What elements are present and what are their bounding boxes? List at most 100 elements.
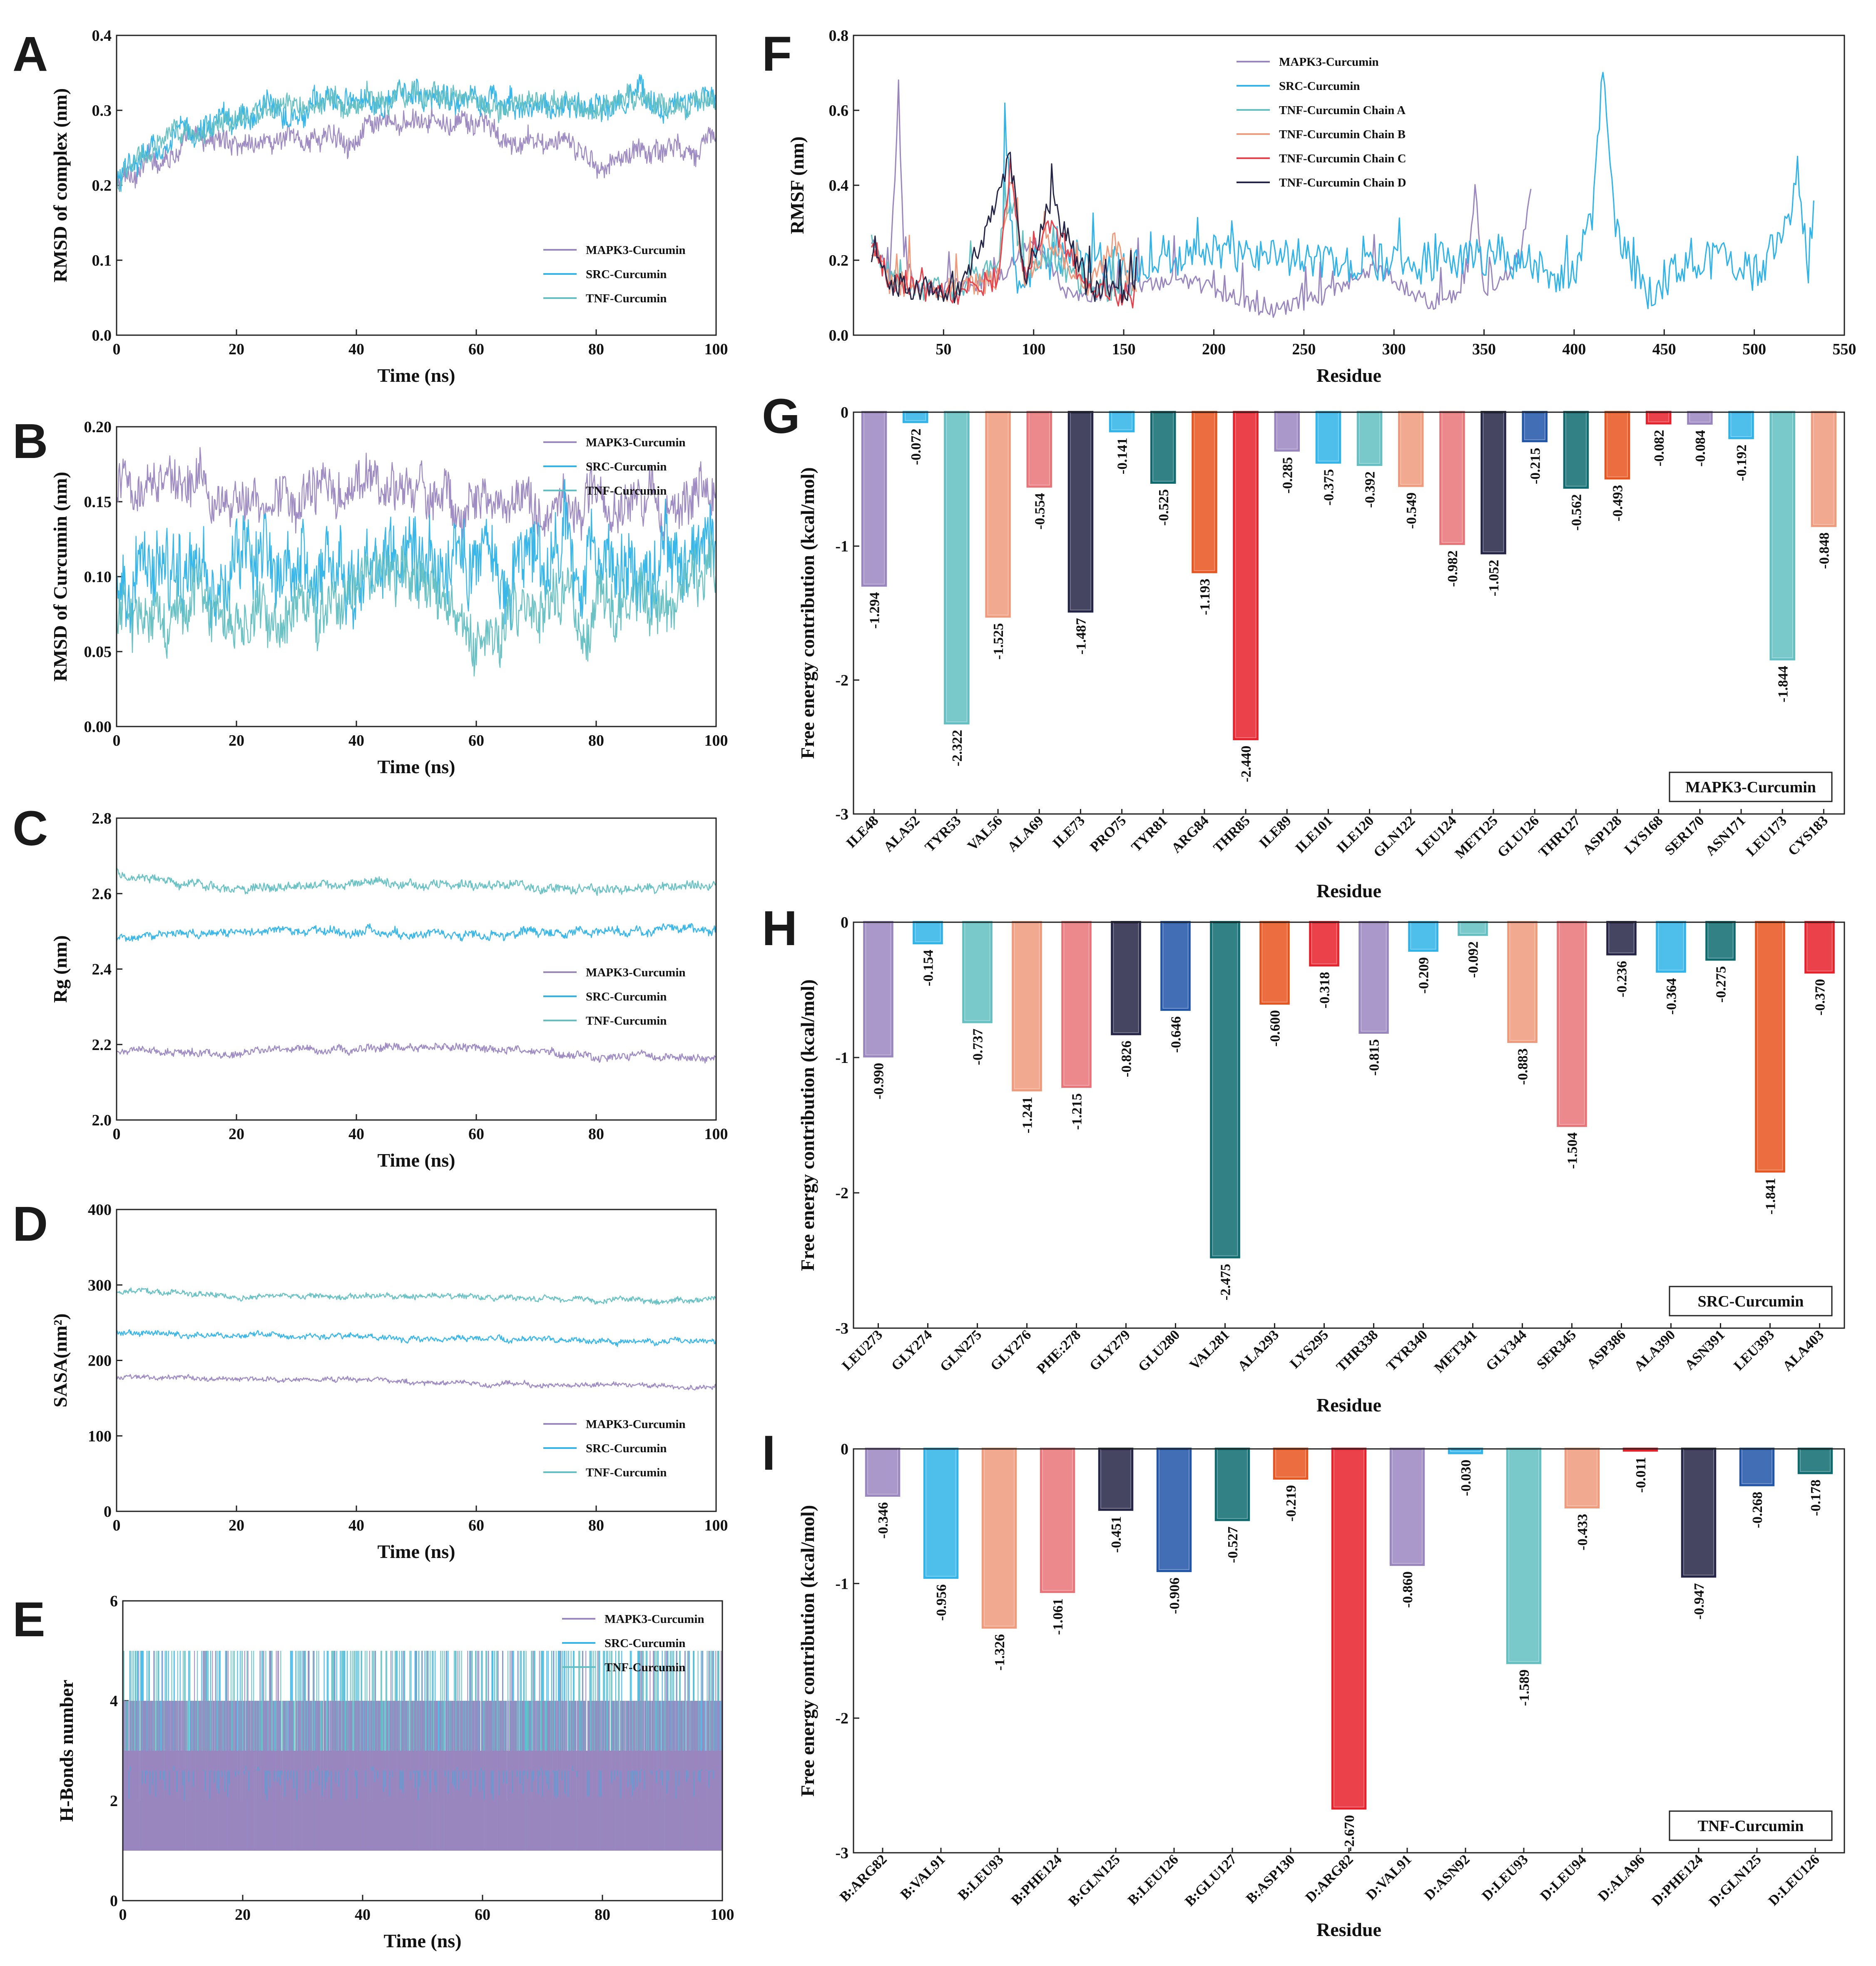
category-label: B:LEU93 xyxy=(955,1852,1007,1903)
panel-I: I 0-1-2-3-0.346B:ARG82-0.956B:VAL91-1.326… xyxy=(762,1426,1845,1940)
legend-label: SRC-Curcumin xyxy=(586,268,667,281)
bar-value-label: -0.554 xyxy=(1032,493,1047,530)
legend-label: TNF-Curcumin xyxy=(605,1661,685,1674)
bar xyxy=(1109,411,1135,433)
bar-value-label: -0.848 xyxy=(1816,533,1832,569)
category-label: ILE89 xyxy=(1256,813,1294,851)
category-label: PHE:278 xyxy=(1034,1327,1084,1377)
y-axis-label: RMSD of complex (nm) xyxy=(50,88,71,282)
bar-value-label: -0.030 xyxy=(1458,1460,1474,1496)
bar-value-label: -0.370 xyxy=(1813,979,1828,1015)
bar-value-label: -0.549 xyxy=(1404,493,1419,529)
panel-H: H 0-1-2-3-0.990LEU273-0.154GLY274-0.737GL… xyxy=(762,901,1845,1416)
x-axis-label: Time (ns) xyxy=(378,365,455,386)
bar xyxy=(1797,1448,1833,1474)
y-tick-label: 0.8 xyxy=(829,27,849,45)
category-label: ALA52 xyxy=(881,813,923,855)
bar xyxy=(1331,1448,1367,1810)
line-series-MAPK3-Curcumin xyxy=(117,1042,716,1064)
panel-D: D 0 20 40 60 80 100 0 100 200 300 400 Time (ns) SASA(… xyxy=(12,1197,728,1562)
line-series-MAPK3-Curcumin xyxy=(117,1374,716,1391)
rmsf-series-SRC-Curcumin xyxy=(1002,72,1814,309)
y-tick-label: 400 xyxy=(88,1201,112,1219)
series-group xyxy=(117,1287,716,1391)
y-tick-label: 2 xyxy=(110,1792,118,1810)
x-tick-label: 0 xyxy=(113,341,121,358)
panel-letter: F xyxy=(762,27,792,82)
series-box xyxy=(1669,1286,1833,1316)
bar xyxy=(1811,411,1837,527)
plot-frame xyxy=(116,35,717,336)
bar xyxy=(1356,411,1383,466)
x-tick-label: 60 xyxy=(468,341,484,358)
category-label: LYS168 xyxy=(1622,813,1666,857)
rmsf-series-TNF-Curcumin Chain D xyxy=(871,152,1137,304)
bar xyxy=(1067,411,1094,613)
bar xyxy=(1458,921,1488,936)
bar xyxy=(1214,1448,1250,1521)
bar-value-label: -0.737 xyxy=(970,1029,986,1065)
bar-value-label: -0.433 xyxy=(1575,1514,1590,1550)
bar-value-label: -1.504 xyxy=(1565,1132,1580,1169)
series-group xyxy=(871,72,1814,318)
category-label: ASP386 xyxy=(1584,1327,1629,1372)
bar-value-label: -0.815 xyxy=(1367,1039,1382,1076)
y-axis-label: Free energy contribution (kcal/mol) xyxy=(797,1505,818,1797)
bar-value-label: -1.052 xyxy=(1486,560,1502,596)
category-label: ASN171 xyxy=(1702,813,1748,859)
bar-value-label: -0.562 xyxy=(1569,494,1584,531)
panel-A: A 0 20 40 60 80 100 0.0 0.1 0.2 0.3 0.4 Time (ns) RMS… xyxy=(12,27,728,386)
category-label: B:LEU126 xyxy=(1125,1852,1182,1908)
y-tick-label: -3 xyxy=(835,1320,848,1337)
x-tick-label: 80 xyxy=(588,732,604,749)
y-tick-label: 0.15 xyxy=(84,493,112,511)
y-tick-label: 0.6 xyxy=(829,102,849,119)
category-label: TYR53 xyxy=(922,813,964,855)
bar-value-label: -0.527 xyxy=(1225,1526,1241,1563)
panel-letter: D xyxy=(12,1197,48,1252)
category-label: ILE101 xyxy=(1292,813,1336,856)
y-tick-label: 0 xyxy=(841,914,848,931)
bar xyxy=(1315,411,1341,464)
x-tick-label: 100 xyxy=(704,1125,728,1143)
x-axis-label: Time (ns) xyxy=(378,756,455,777)
bar xyxy=(1156,1448,1192,1572)
y-tick-label: 0.1 xyxy=(92,252,112,269)
bar xyxy=(1563,411,1589,489)
category-label: TYR340 xyxy=(1383,1327,1431,1374)
bar xyxy=(1111,921,1141,1035)
series-box xyxy=(1669,1810,1833,1841)
bar xyxy=(1804,921,1835,974)
x-tick-label: 100 xyxy=(704,732,728,749)
category-label: ALA293 xyxy=(1235,1327,1282,1374)
bar-value-label: -0.493 xyxy=(1610,485,1626,522)
bar-value-label: -1.241 xyxy=(1020,1097,1035,1133)
x-tick-label: 80 xyxy=(588,1517,604,1534)
category-label: ALA69 xyxy=(1005,813,1047,855)
x-tick-label: 20 xyxy=(229,341,244,358)
x-tick-label: 450 xyxy=(1652,341,1676,358)
bar-value-label: -0.375 xyxy=(1321,469,1336,506)
bar-value-label: -0.178 xyxy=(1808,1480,1824,1516)
category-label: B:GLU127 xyxy=(1182,1852,1239,1909)
category-label: SER170 xyxy=(1662,813,1707,858)
category-label: D:ALA96 xyxy=(1595,1852,1647,1904)
x-axis-label: Residue xyxy=(1316,365,1381,386)
bar-value-label: -0.947 xyxy=(1692,1583,1707,1620)
bar xyxy=(1026,411,1052,488)
series-group xyxy=(117,867,716,1064)
category-label: ILE48 xyxy=(843,813,882,851)
bar-value-label: -0.236 xyxy=(1615,961,1630,998)
bar-value-label: -0.215 xyxy=(1528,448,1543,484)
category-label: ILE73 xyxy=(1050,813,1088,851)
series-group xyxy=(123,1651,722,1851)
x-tick-label: 400 xyxy=(1562,341,1586,358)
bar-value-label: -1.326 xyxy=(992,1634,1008,1671)
y-tick-label: 0.0 xyxy=(92,327,112,344)
y-tick-label: 0 xyxy=(110,1892,118,1910)
y-tick-label: 0.10 xyxy=(84,568,112,586)
series-box xyxy=(1669,771,1833,802)
line-series-MAPK3-Curcumin xyxy=(117,447,716,544)
bar-value-label: -0.154 xyxy=(921,950,936,986)
